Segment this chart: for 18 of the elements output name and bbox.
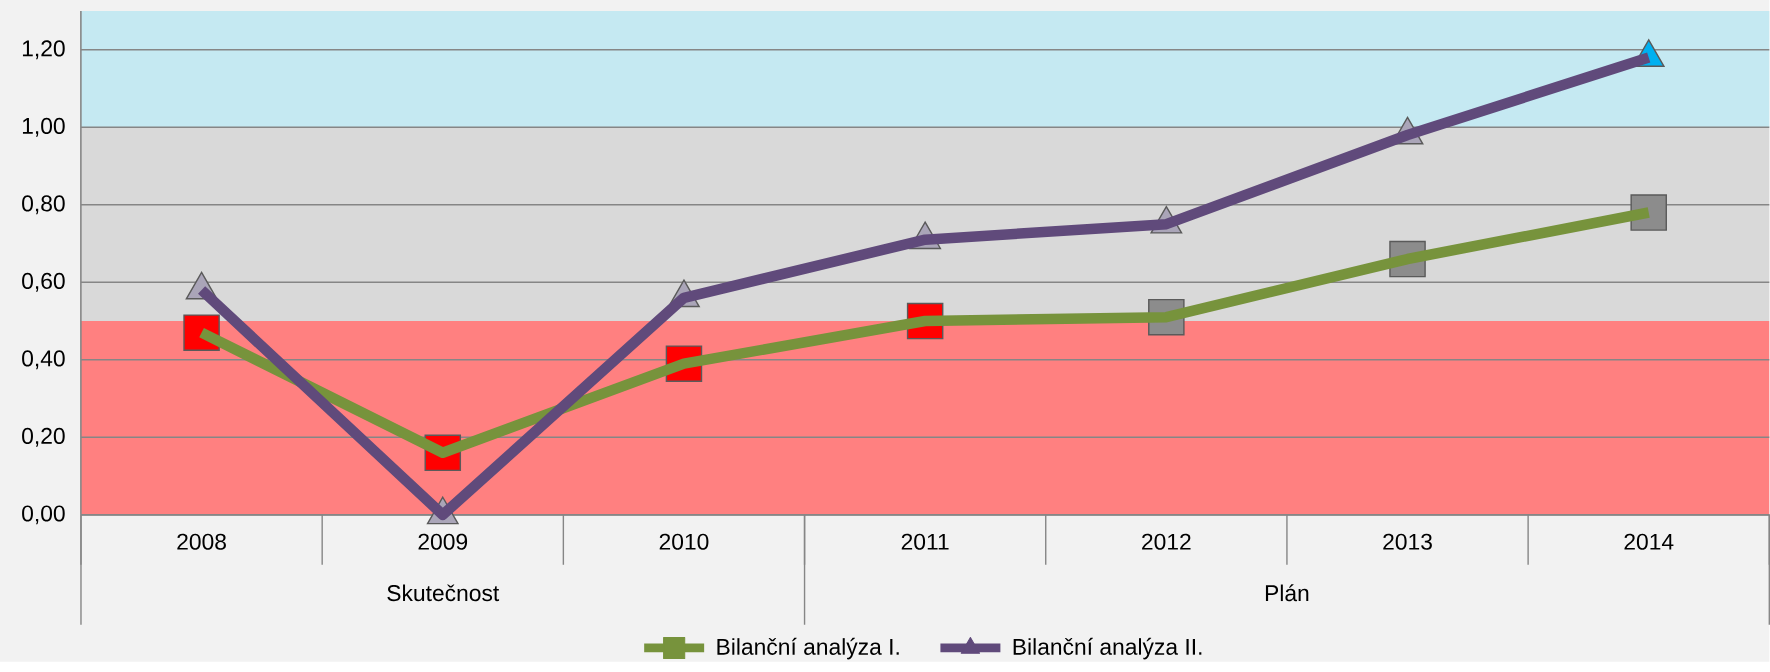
y-tick-label: 0,80 [22,195,65,215]
x-tick-label: 2012 [1142,533,1191,550]
legend-label: Bilanční analýza II. [1013,637,1202,660]
x-tick-label: 2013 [1383,533,1432,550]
x-tick-label: 2011 [901,533,949,550]
x-tick-label: 2014 [1624,533,1674,550]
text: Plán [1265,584,1309,602]
y-tick-label: 0,00 [22,505,65,525]
y-tick-label: 0,20 [22,427,65,447]
x-tick-label: 2008 [177,533,226,550]
y-tick-label: 1,00 [22,117,65,137]
x-tick-label: 2009 [418,533,468,550]
y-tick-label: 0,40 [22,350,65,370]
text: Skutečnost [387,584,500,602]
y-tick-label: 1,20 [22,40,65,60]
legend-label: Bilanční analýza I. [717,637,899,660]
x-tick-label: 2010 [659,533,709,550]
y-tick-label: 0,60 [22,272,65,292]
